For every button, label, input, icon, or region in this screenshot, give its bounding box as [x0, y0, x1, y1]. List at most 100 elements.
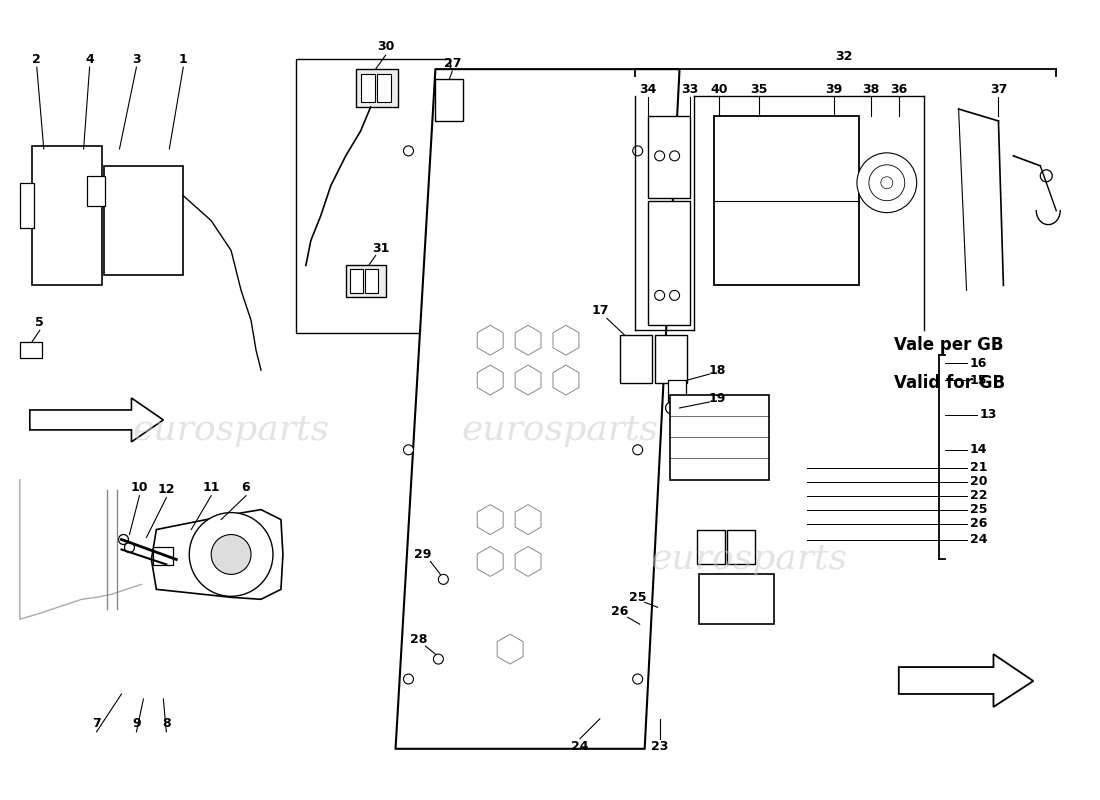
Polygon shape — [477, 505, 503, 534]
Circle shape — [124, 542, 134, 553]
Circle shape — [1041, 170, 1053, 182]
Polygon shape — [152, 510, 283, 599]
Circle shape — [119, 534, 129, 545]
Bar — [20, 182, 34, 228]
Bar — [296, 59, 450, 334]
Text: 15: 15 — [970, 374, 988, 386]
Polygon shape — [899, 654, 1033, 707]
Text: eurosparts: eurosparts — [133, 413, 330, 447]
Text: 24: 24 — [571, 740, 588, 754]
Circle shape — [670, 290, 680, 300]
Bar — [32, 146, 101, 286]
Text: 14: 14 — [970, 443, 988, 456]
Text: 25: 25 — [629, 591, 647, 604]
Text: 23: 23 — [651, 740, 669, 754]
Text: 7: 7 — [92, 718, 101, 730]
Text: 35: 35 — [750, 82, 768, 95]
Text: 21: 21 — [970, 462, 988, 474]
Circle shape — [881, 177, 893, 189]
Polygon shape — [477, 546, 503, 576]
Bar — [345, 266, 386, 298]
Bar — [654, 335, 686, 383]
Text: 30: 30 — [377, 40, 394, 53]
Circle shape — [632, 445, 642, 455]
Text: 8: 8 — [162, 718, 170, 730]
Circle shape — [632, 674, 642, 684]
Text: 9: 9 — [132, 718, 141, 730]
Polygon shape — [515, 365, 541, 395]
Circle shape — [857, 153, 916, 213]
Text: 16: 16 — [970, 357, 987, 370]
Polygon shape — [396, 69, 680, 749]
Text: 39: 39 — [825, 82, 843, 95]
Text: 29: 29 — [414, 548, 431, 561]
Bar — [648, 201, 690, 326]
Text: 18: 18 — [708, 364, 726, 377]
Circle shape — [632, 146, 642, 156]
Polygon shape — [553, 326, 579, 355]
Bar — [727, 530, 756, 565]
Circle shape — [189, 513, 273, 596]
Text: 11: 11 — [202, 481, 220, 494]
Bar — [103, 166, 184, 275]
Text: 22: 22 — [970, 489, 988, 502]
Circle shape — [654, 290, 664, 300]
Text: Valid for GB: Valid for GB — [894, 374, 1005, 392]
Text: 12: 12 — [157, 483, 175, 496]
Bar — [697, 530, 725, 565]
Circle shape — [654, 151, 664, 161]
Circle shape — [404, 146, 414, 156]
Bar — [700, 574, 774, 624]
Circle shape — [439, 574, 449, 584]
Bar — [350, 270, 363, 294]
Text: 38: 38 — [862, 82, 880, 95]
Text: 17: 17 — [591, 304, 608, 317]
Text: 19: 19 — [708, 391, 726, 405]
Text: 26: 26 — [612, 605, 628, 618]
Polygon shape — [553, 365, 579, 395]
Text: 20: 20 — [970, 475, 988, 488]
Circle shape — [433, 654, 443, 664]
Circle shape — [404, 674, 414, 684]
Polygon shape — [497, 634, 524, 664]
Text: 27: 27 — [443, 57, 461, 70]
Text: 36: 36 — [890, 82, 908, 95]
Circle shape — [666, 402, 678, 414]
Bar — [668, 380, 685, 402]
Text: 28: 28 — [410, 633, 427, 646]
Bar — [714, 116, 859, 286]
Bar — [619, 335, 651, 383]
Circle shape — [404, 445, 414, 455]
Text: 25: 25 — [970, 503, 988, 516]
Bar — [648, 116, 690, 198]
Text: 24: 24 — [970, 533, 988, 546]
Bar — [355, 69, 397, 107]
Text: 10: 10 — [131, 481, 149, 494]
Polygon shape — [30, 398, 163, 442]
Text: 1: 1 — [179, 53, 188, 66]
Text: 26: 26 — [970, 517, 987, 530]
Text: 6: 6 — [242, 481, 251, 494]
Circle shape — [670, 151, 680, 161]
Polygon shape — [515, 505, 541, 534]
Bar — [436, 79, 463, 121]
Text: 2: 2 — [32, 53, 41, 66]
Polygon shape — [477, 365, 503, 395]
Text: eurosparts: eurosparts — [462, 413, 659, 447]
Text: 34: 34 — [639, 82, 657, 95]
Circle shape — [211, 534, 251, 574]
Bar — [361, 74, 375, 102]
Bar — [364, 270, 377, 294]
Text: 3: 3 — [132, 53, 141, 66]
Bar — [376, 74, 390, 102]
Text: 13: 13 — [980, 409, 998, 422]
Bar — [87, 176, 104, 206]
Circle shape — [869, 165, 905, 201]
Text: 4: 4 — [85, 53, 94, 66]
Polygon shape — [515, 326, 541, 355]
Text: 33: 33 — [681, 82, 698, 95]
Text: eurosparts: eurosparts — [651, 542, 848, 577]
Bar — [670, 395, 769, 480]
Polygon shape — [477, 326, 503, 355]
Text: 5: 5 — [35, 316, 44, 329]
